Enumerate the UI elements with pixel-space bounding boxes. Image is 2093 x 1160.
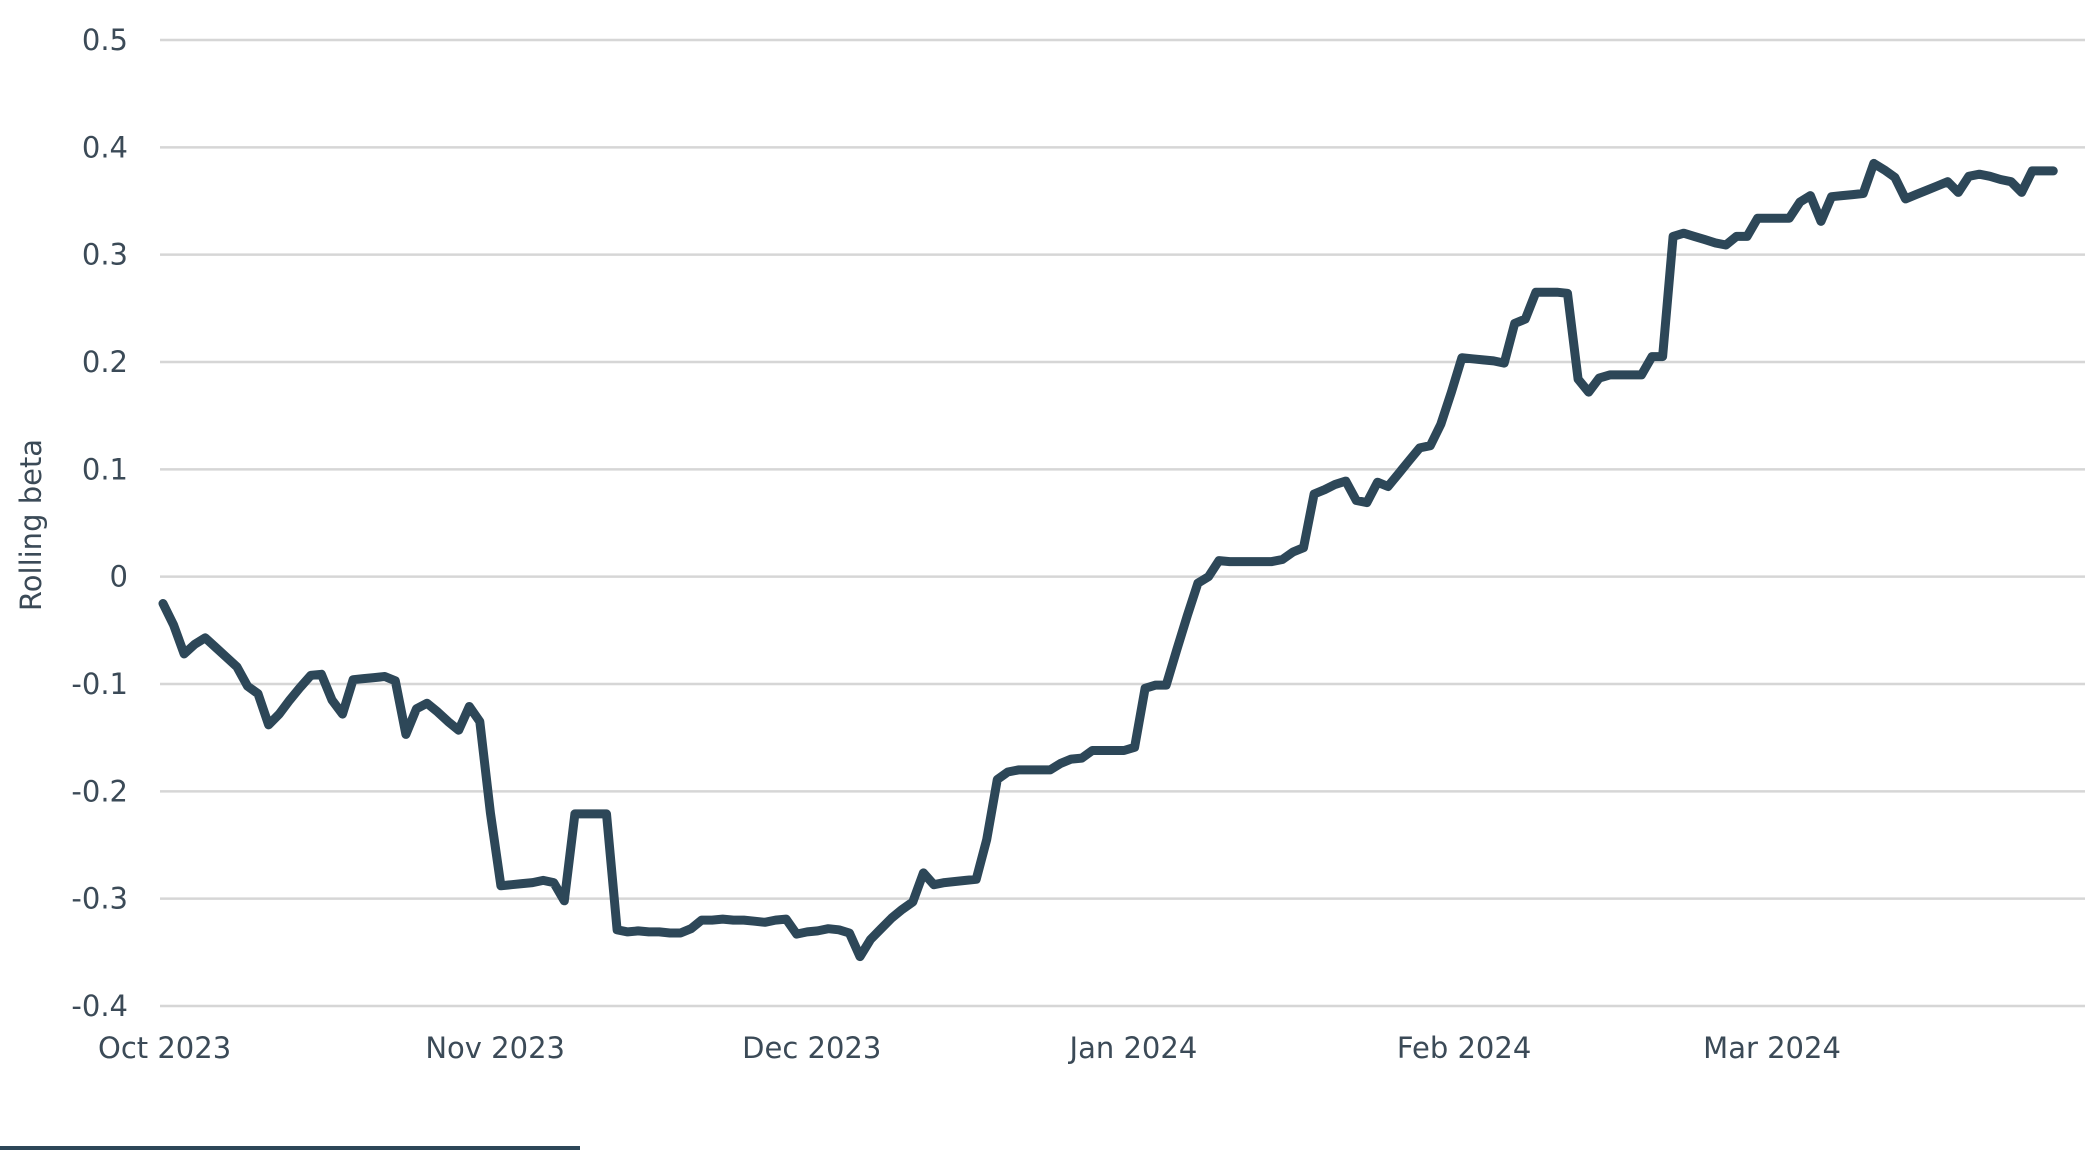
gridlines	[160, 38, 2085, 1008]
y-axis-title: Rolling beta	[14, 439, 48, 611]
x-tick-label: Jan 2024	[1068, 1031, 1198, 1065]
x-tick-label: Dec 2023	[742, 1031, 881, 1065]
x-axis-ticks: Oct 2023 Nov 2023 Dec 2023 Jan 2024 Feb 2024…	[98, 1031, 1841, 1065]
y-tick-label: -0.4	[71, 989, 128, 1023]
x-tick-label: Nov 2023	[425, 1031, 565, 1065]
y-tick-label: 0.1	[82, 452, 128, 486]
y-tick-label: -0.2	[71, 774, 128, 808]
series-layer	[158, 158, 2058, 962]
y-axis-ticks: 0.5 0.4 0.3 0.2 0.1 0 -0.1 -0.2 -0.3 -0.4	[71, 23, 128, 1023]
x-tick-label: Mar 2024	[1703, 1031, 1841, 1065]
y-tick-label: -0.3	[71, 882, 128, 916]
y-tick-label: 0	[110, 560, 128, 594]
y-tick-label: 0.3	[82, 238, 128, 272]
x-tick-label: Feb 2024	[1397, 1031, 1531, 1065]
y-tick-label: 0.2	[82, 345, 128, 379]
y-tick-label: 0.5	[82, 23, 128, 57]
series-line-rolling-beta	[158, 158, 2058, 962]
y-tick-label: 0.4	[82, 130, 128, 164]
x-tick-label: Oct 2023	[98, 1031, 231, 1065]
y-tick-label: -0.1	[71, 667, 128, 701]
